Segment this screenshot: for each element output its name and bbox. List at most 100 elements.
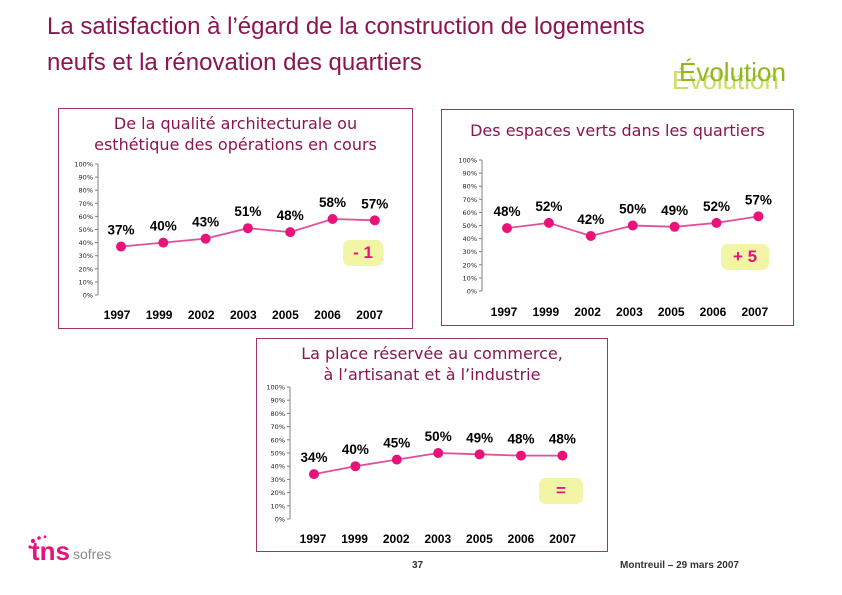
data-label: 48%	[493, 204, 520, 219]
data-label: 37%	[107, 223, 134, 238]
data-label: 52%	[703, 199, 730, 214]
x-tick-label: 2006	[700, 305, 727, 319]
data-point	[753, 211, 764, 222]
y-tick-label: 80%	[463, 183, 477, 191]
chart-title-line: De la qualité architecturale ou	[113, 114, 358, 133]
y-tick-label: 50%	[271, 450, 285, 458]
line-chart-green-spaces: 0% 10% 20% 30% 40% 50% 60% 70% 80% 90% 100% 1997 199…	[458, 157, 772, 320]
data-label: 43%	[192, 215, 219, 230]
line-chart-commerce: 0% 10% 20% 30% 40% 50% 60% 70% 80% 90% 100% 1997 199…	[266, 384, 576, 547]
data-point	[391, 454, 402, 465]
data-point	[309, 469, 319, 480]
data-label: 57%	[361, 196, 388, 211]
data-label: 51%	[234, 204, 261, 219]
y-tick-label: 60%	[271, 436, 285, 444]
slide-title-line-2: neufs et la rénovation des quartiers	[47, 49, 422, 76]
chart-title-line: esthétique des opérations en cours	[94, 135, 377, 154]
line-chart-architecture: 0% 10% 20% 30% 40% 50% 60% 70% 80% 90% 100% 1997 199…	[74, 161, 388, 323]
y-tick-label: 100%	[266, 384, 285, 392]
y-tick-label: 30%	[271, 476, 285, 484]
y-tick-label: 30%	[463, 248, 477, 256]
y-tick-label: 80%	[271, 410, 285, 418]
x-tick-label: 2007	[549, 532, 576, 546]
x-tick-label: 2002	[383, 532, 410, 546]
y-tick-label: 10%	[463, 274, 477, 282]
chart-title-line: La place réservée au commerce,	[301, 344, 563, 363]
data-label: 48%	[549, 432, 576, 447]
y-tick-label: 70%	[271, 423, 285, 431]
data-point	[516, 450, 526, 461]
y-tick-label: 10%	[271, 502, 285, 510]
change-badge: + 5	[721, 244, 769, 270]
x-tick-label: 2006	[314, 308, 341, 322]
x-tick-label: 1997	[104, 308, 131, 322]
data-point	[585, 230, 596, 241]
data-label: 50%	[619, 202, 646, 217]
x-tick-label: 1999	[146, 308, 173, 322]
change-badge: =	[539, 478, 583, 504]
x-tick-label: 2003	[616, 305, 643, 319]
data-point	[327, 214, 338, 225]
x-tick-label: 2002	[574, 305, 601, 319]
data-point	[627, 220, 638, 231]
data-point	[116, 241, 126, 252]
y-tick-label: 70%	[463, 196, 477, 204]
tns-logo-icon	[28, 535, 47, 549]
data-point	[242, 223, 253, 234]
data-point	[502, 223, 512, 234]
x-tick-label: 2003	[424, 532, 451, 546]
data-point	[433, 448, 444, 458]
data-label: 49%	[466, 430, 493, 445]
x-tick-label: 2002	[188, 308, 215, 322]
y-tick-label: 80%	[79, 187, 93, 195]
x-tick-label: 2007	[741, 305, 768, 319]
data-label: 52%	[535, 199, 562, 214]
data-point	[369, 215, 380, 226]
data-label: 50%	[425, 429, 452, 444]
y-tick-label: 0%	[83, 292, 93, 300]
x-tick-label: 2005	[658, 305, 685, 319]
x-tick-label: 2005	[466, 532, 493, 546]
y-tick-label: 40%	[463, 235, 477, 243]
x-tick-label: 2007	[356, 308, 383, 322]
y-tick-label: 30%	[79, 252, 93, 260]
data-label: 40%	[342, 442, 369, 457]
data-label: 58%	[319, 195, 346, 210]
y-tick-label: 20%	[271, 489, 285, 497]
y-tick-label: 0%	[275, 516, 285, 524]
data-point	[350, 461, 361, 472]
y-tick-label: 50%	[79, 226, 93, 234]
chart-title-line: à l’artisanat et à l’industrie	[323, 365, 541, 384]
y-tick-label: 0%	[467, 288, 477, 296]
y-tick-label: 90%	[463, 170, 477, 178]
y-tick-label: 60%	[79, 213, 93, 221]
y-tick-label: 50%	[463, 222, 477, 230]
y-tick-label: 10%	[79, 278, 93, 286]
data-label: 49%	[661, 203, 688, 218]
data-point	[669, 221, 680, 232]
x-tick-label: 2006	[508, 532, 535, 546]
data-label: 45%	[383, 436, 410, 451]
page-number: 37	[412, 560, 424, 571]
y-tick-label: 60%	[463, 209, 477, 217]
data-point	[474, 449, 485, 460]
chart-panel-green-spaces: Des espaces verts dans les quartiers 0% 1…	[441, 109, 794, 326]
data-point	[158, 237, 169, 248]
y-tick-label: 100%	[74, 161, 93, 169]
y-tick-label: 40%	[79, 239, 93, 247]
x-tick-label: 1997	[491, 305, 518, 319]
data-label: 40%	[150, 219, 177, 234]
evolution-tag-shadow: Évolution	[672, 65, 779, 95]
evolution-tag: Évolution	[679, 57, 786, 87]
data-label: 57%	[745, 192, 772, 207]
slide-title-line-1: La satisfaction à l’égard de la construc…	[47, 13, 645, 40]
logo-tns: tns	[31, 536, 70, 566]
x-tick-label: 2003	[230, 308, 257, 322]
data-point	[557, 450, 568, 461]
y-tick-label: 70%	[79, 200, 93, 208]
y-tick-label: 100%	[458, 157, 477, 165]
footer-location-date: Montreuil – 29 mars 2007	[620, 560, 739, 571]
y-tick-label: 90%	[79, 174, 93, 182]
y-tick-label: 20%	[79, 265, 93, 273]
data-point	[543, 217, 554, 228]
